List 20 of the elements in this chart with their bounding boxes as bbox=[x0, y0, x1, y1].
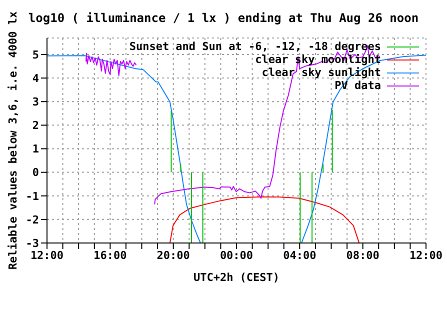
x-tick-label: 08:00 bbox=[346, 248, 380, 262]
x-tick-label: 12:00 bbox=[409, 248, 443, 262]
x-tick-label: 20:00 bbox=[156, 248, 190, 262]
y-tick-label: 3 bbox=[32, 96, 39, 109]
legend-label: Sunset and Sun at -6, -12, -18 degrees bbox=[129, 40, 381, 53]
x-tick-label: 00:00 bbox=[220, 248, 254, 262]
x-axis-title: UTC+2h (CEST) bbox=[193, 271, 280, 284]
chart-title: log10 ( illuminance / 1 lx ) ending at Thu Aug 26 noon bbox=[28, 11, 419, 25]
x-tick-label: 16:00 bbox=[94, 248, 127, 262]
y-tick-label: 0 bbox=[32, 166, 39, 180]
y-tick-label: 2 bbox=[32, 119, 39, 132]
y-tick-label: 1 bbox=[32, 142, 40, 156]
x-tick-label: 12:00 bbox=[30, 248, 64, 262]
x-tick-label: 04:00 bbox=[283, 248, 316, 262]
y-tick-label: -1 bbox=[26, 190, 40, 203]
y-axis-title: Reliable values below 3,6, i.e. 4000 lx bbox=[6, 10, 20, 270]
y-tick-label: 4 bbox=[32, 72, 40, 85]
y-tick-label: -3 bbox=[26, 236, 39, 250]
y-tick-label: -2 bbox=[26, 213, 39, 226]
y-tick-label: 5 bbox=[32, 48, 39, 62]
